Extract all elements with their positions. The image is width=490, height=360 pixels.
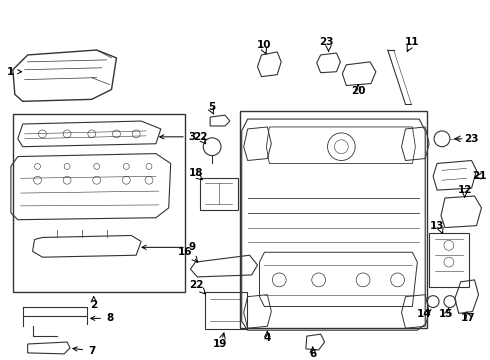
Text: 3: 3 (160, 132, 196, 142)
Text: 23: 23 (465, 134, 479, 144)
Text: 11: 11 (405, 37, 419, 47)
Text: 17: 17 (460, 313, 475, 323)
Text: 5: 5 (209, 102, 216, 112)
Text: 13: 13 (430, 221, 444, 231)
Text: 8: 8 (91, 313, 113, 323)
Bar (205, 292, 246, 329)
Text: 15: 15 (439, 309, 453, 319)
Bar (13, 114, 186, 292)
Text: 12: 12 (458, 185, 472, 195)
Text: 9: 9 (142, 242, 196, 252)
Text: 23: 23 (319, 37, 334, 47)
Text: 10: 10 (257, 40, 271, 50)
Bar (240, 111, 427, 328)
Text: 6: 6 (309, 349, 317, 359)
Bar (200, 178, 238, 210)
Text: 7: 7 (73, 346, 96, 356)
Text: 18: 18 (189, 168, 203, 178)
Bar (429, 233, 468, 287)
Text: 1: 1 (7, 67, 22, 77)
Text: 2: 2 (90, 300, 98, 310)
Text: 14: 14 (417, 309, 432, 319)
Text: 20: 20 (351, 86, 366, 96)
Text: 22: 22 (193, 132, 208, 142)
Text: 16: 16 (178, 247, 193, 257)
Text: 4: 4 (264, 333, 271, 343)
Text: 19: 19 (213, 339, 227, 349)
Text: 21: 21 (472, 171, 487, 181)
Text: 22: 22 (189, 280, 203, 290)
